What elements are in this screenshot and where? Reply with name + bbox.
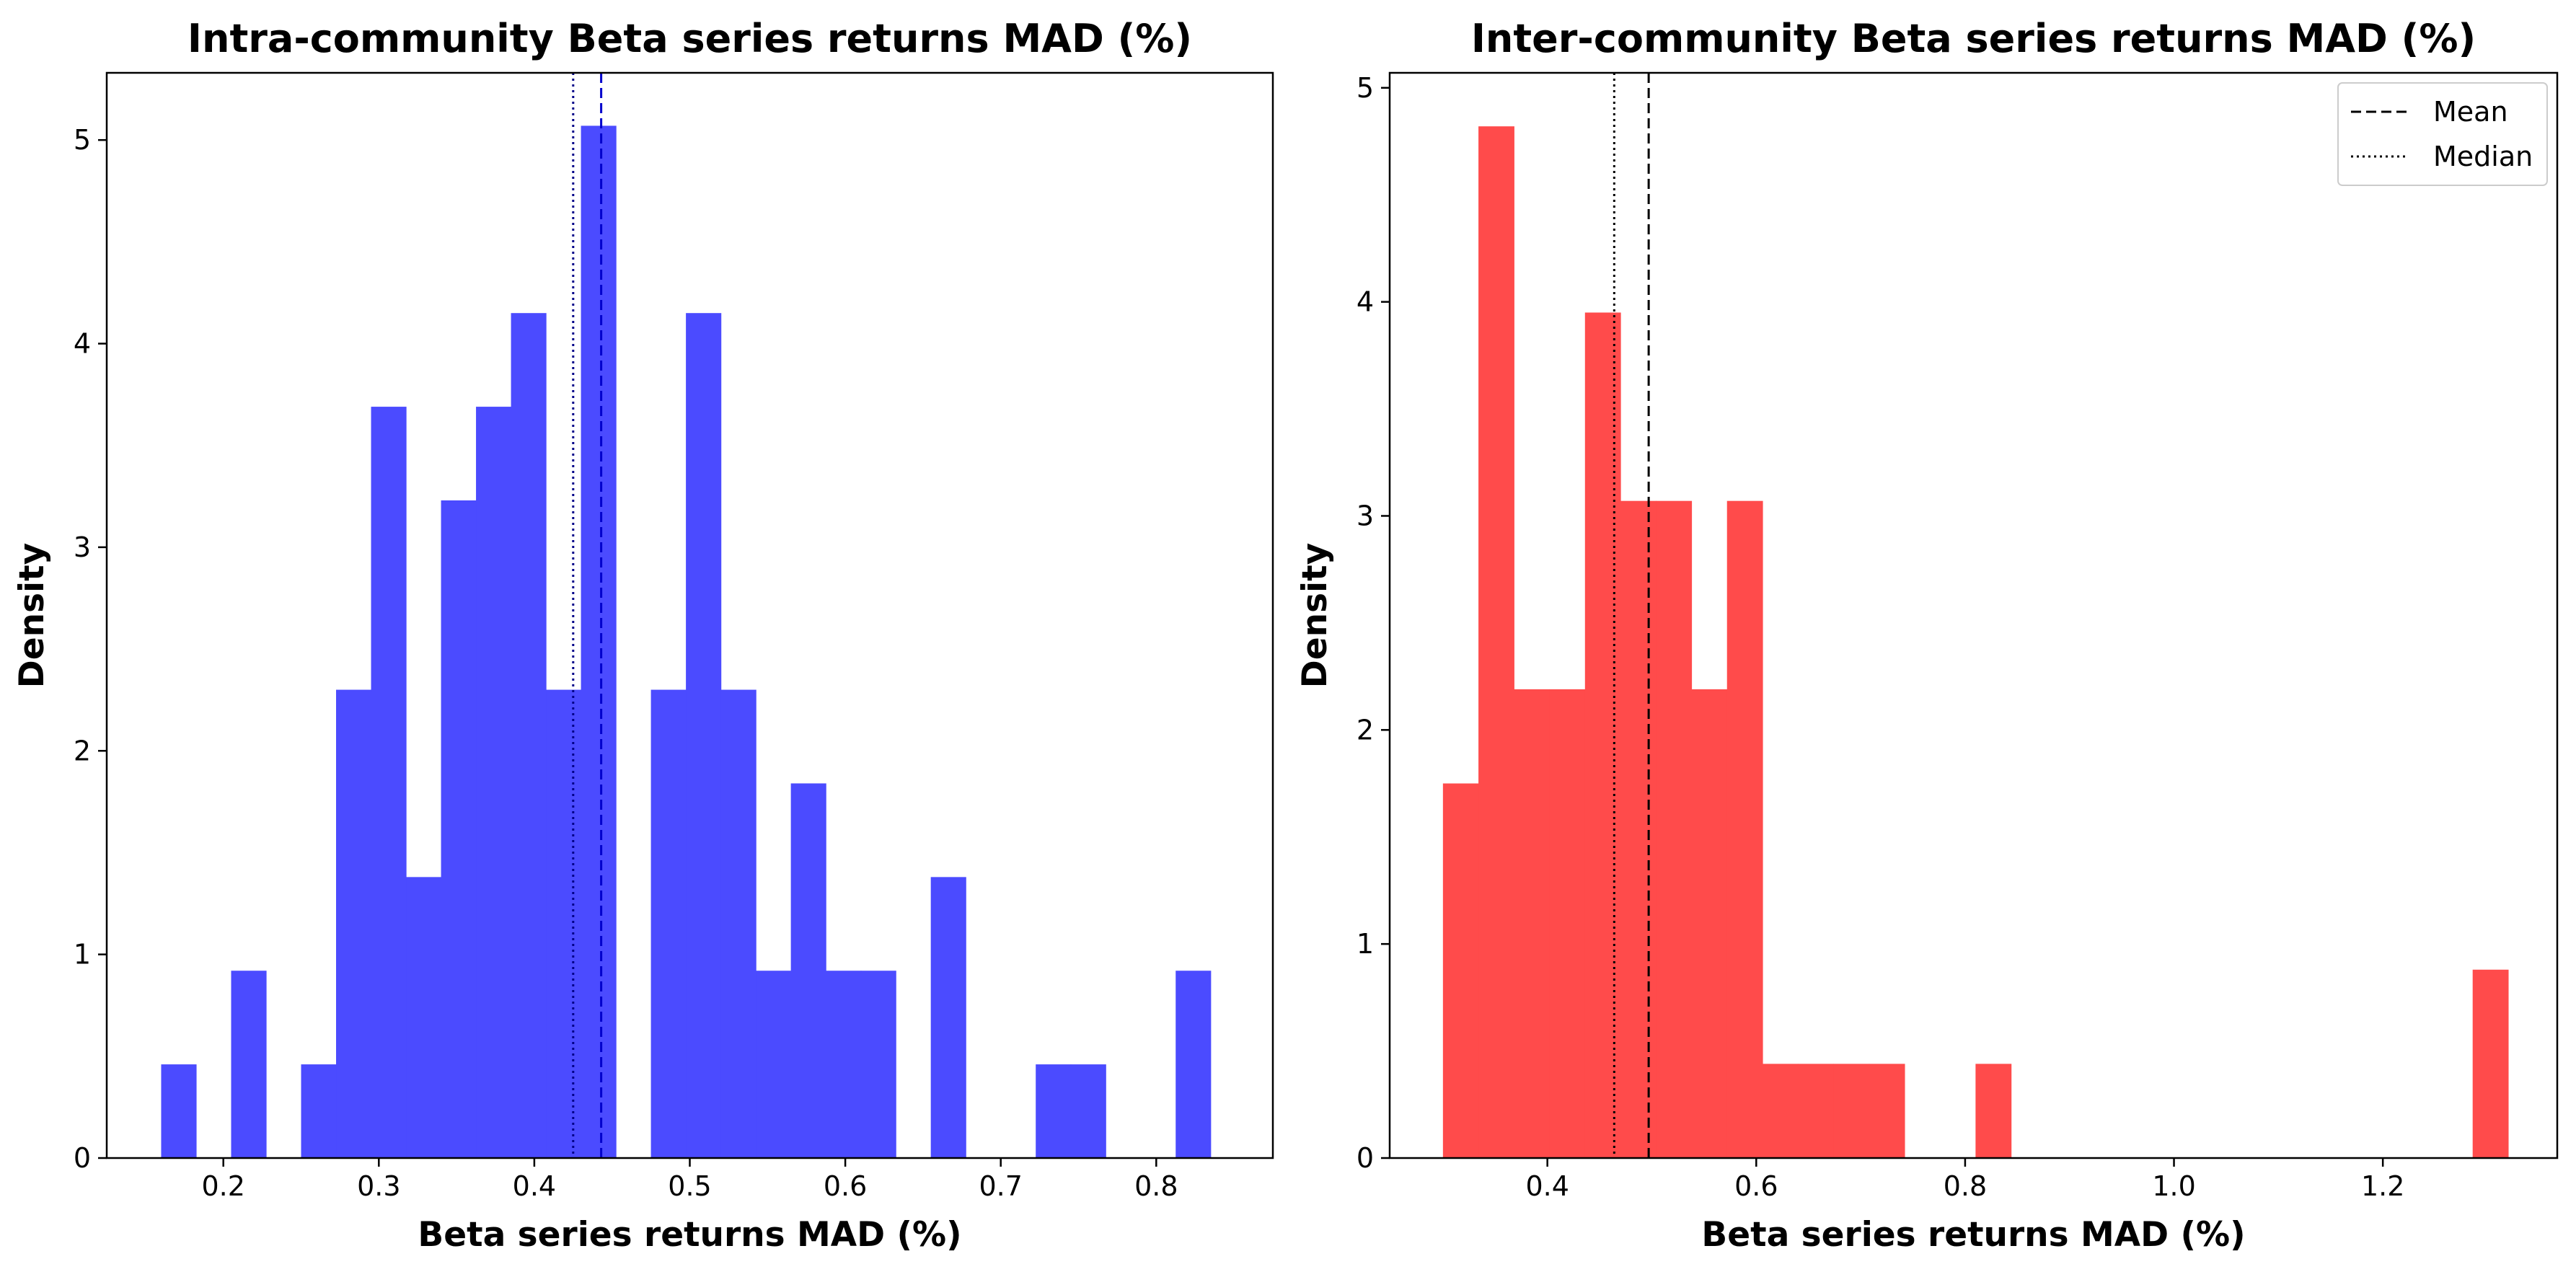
legend-box xyxy=(2337,82,2548,186)
x-axis-label: Beta series returns MAD (%) xyxy=(1701,1215,2245,1255)
y-tick-label: 3 xyxy=(1357,500,1374,531)
histogram-bar xyxy=(650,689,687,1158)
chart-title: Intra-community Beta series returns MAD … xyxy=(188,16,1192,61)
y-axis-ticks: 0 1 2 3 4 5 xyxy=(74,124,107,1174)
histogram-bar xyxy=(511,313,547,1159)
x-axis-ticks: 0.4 0.6 0.8 1.0 1.2 xyxy=(1525,1158,2404,1202)
x-tick-label: 1.2 xyxy=(2361,1170,2404,1202)
y-tick-label: 1 xyxy=(74,939,91,971)
histogram-bar xyxy=(1549,689,1586,1158)
y-tick-label: 1 xyxy=(1357,928,1374,960)
histogram-bar xyxy=(1620,500,1657,1158)
histogram-bar xyxy=(720,689,757,1158)
x-tick-label: 0.7 xyxy=(979,1170,1022,1202)
legend-label: Mean xyxy=(2433,96,2508,128)
x-tick-label: 0.6 xyxy=(1734,1170,1778,1202)
x-tick-label: 0.8 xyxy=(1944,1170,1987,1202)
x-tick-label: 0.3 xyxy=(357,1170,400,1202)
histogram-bar xyxy=(1762,1064,1799,1158)
plot-frame xyxy=(1388,71,2559,1159)
histogram-bar xyxy=(441,500,477,1158)
histogram-bar xyxy=(860,971,896,1158)
y-tick-label: 4 xyxy=(1357,286,1374,318)
histogram-bar xyxy=(1833,1064,1870,1158)
histogram-bar xyxy=(336,689,372,1158)
histogram-bar xyxy=(1656,500,1693,1158)
histogram-bar xyxy=(930,877,966,1158)
y-axis-ticks: 0 1 2 3 4 5 xyxy=(1357,72,1390,1174)
histogram-bar xyxy=(1070,1064,1106,1158)
inter-community-histogram: Inter-community Beta series returns MAD … xyxy=(1295,16,2559,1255)
histogram-bar xyxy=(1691,689,1728,1158)
histogram-bars xyxy=(1442,126,2509,1159)
histogram-bar xyxy=(581,125,617,1158)
histogram-bar xyxy=(406,877,442,1158)
histogram-bar xyxy=(1726,500,1763,1158)
y-tick-label: 3 xyxy=(74,531,91,563)
x-tick-label: 0.6 xyxy=(824,1170,867,1202)
y-tick-label: 0 xyxy=(1357,1142,1374,1174)
x-tick-label: 0.4 xyxy=(513,1170,556,1202)
x-tick-label: 0.8 xyxy=(1134,1170,1178,1202)
x-tick-label: 0.5 xyxy=(668,1170,711,1202)
histogram-bar xyxy=(1584,312,1621,1159)
x-tick-label: 0.2 xyxy=(201,1170,244,1202)
y-tick-label: 2 xyxy=(1357,714,1374,746)
intra-community-histogram: Intra-community Beta series returns MAD … xyxy=(12,16,1274,1255)
histogram-bar xyxy=(301,1064,337,1158)
y-tick-label: 5 xyxy=(1357,72,1374,104)
histogram-bar xyxy=(1175,971,1212,1158)
histogram-bar xyxy=(686,313,722,1159)
y-tick-label: 5 xyxy=(74,124,91,156)
reference-lines xyxy=(1613,73,1650,1158)
chart-title: Inter-community Beta series returns MAD … xyxy=(1471,16,2476,61)
histogram-bar xyxy=(1798,1064,1835,1158)
histogram-bar xyxy=(790,783,826,1158)
y-axis-label: Density xyxy=(12,543,52,689)
y-axis-label: Density xyxy=(1295,543,1335,689)
histogram-bar xyxy=(1514,689,1551,1158)
reference-lines xyxy=(572,73,603,1158)
histogram-bar xyxy=(1869,1064,1905,1158)
y-tick-label: 4 xyxy=(74,328,91,360)
y-tick-label: 0 xyxy=(74,1142,91,1174)
histogram-bar xyxy=(1442,783,1479,1158)
x-axis-ticks: 0.2 0.3 0.4 0.5 0.6 0.7 0.8 xyxy=(201,1158,1178,1202)
histogram-bar xyxy=(161,1064,197,1158)
legend-label: Median xyxy=(2433,141,2533,172)
histogram-bar xyxy=(371,407,407,1158)
x-tick-label: 1.0 xyxy=(2152,1170,2195,1202)
plot-frame xyxy=(105,71,1274,1159)
x-axis-label: Beta series returns MAD (%) xyxy=(418,1215,961,1255)
histogram-bar xyxy=(1036,1064,1072,1158)
histogram-bar xyxy=(476,407,512,1158)
x-tick-label: 0.4 xyxy=(1525,1170,1569,1202)
histogram-bar xyxy=(1975,1064,2012,1158)
legend: Mean Median xyxy=(2337,82,2548,186)
histogram-bar xyxy=(826,971,862,1158)
histogram-bars xyxy=(161,125,1212,1159)
histogram-bar xyxy=(546,689,582,1158)
histogram-bar xyxy=(2472,969,2509,1158)
histogram-bar xyxy=(1478,126,1514,1158)
histogram-bar xyxy=(231,971,267,1158)
y-tick-label: 2 xyxy=(74,735,91,766)
histogram-bar xyxy=(756,971,792,1158)
